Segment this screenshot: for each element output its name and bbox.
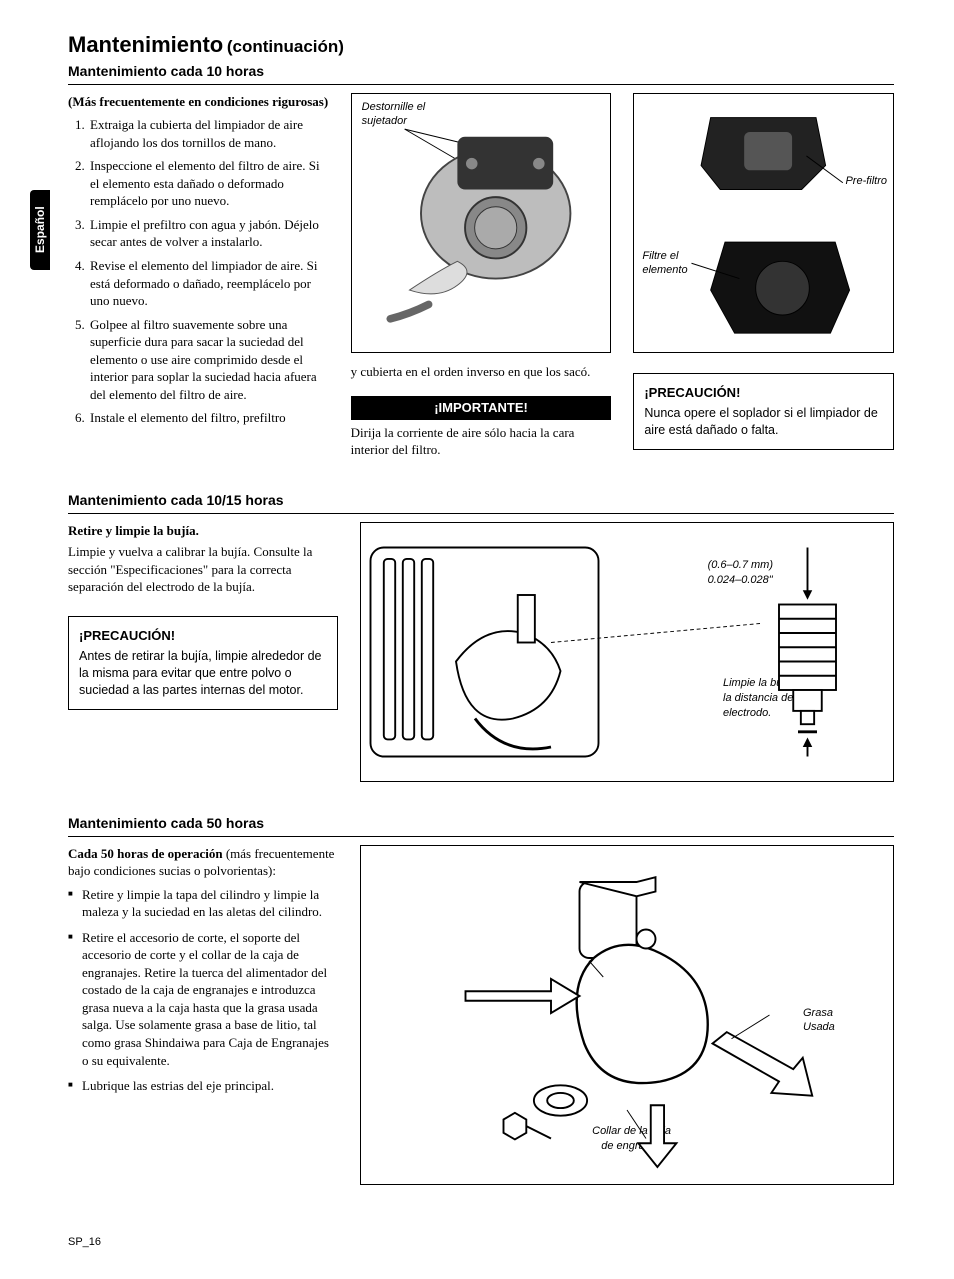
- step-1: Extraiga la cubierta del limpiador de ai…: [88, 116, 329, 151]
- blower-illustration: [352, 94, 611, 352]
- figure-sparkplug: (0.6–0.7 mm) 0.024–0.028" Limpie la bují…: [360, 522, 894, 782]
- col-50h-text: Cada 50 horas de operación (más frecuent…: [68, 845, 338, 1185]
- col-fig-filter: Pre-filtro Filtre el elemento ¡PRECAUCIÓ…: [633, 93, 894, 459]
- language-tab: Español: [30, 190, 50, 270]
- post-fig-text: y cubierta en el orden inverso en que lo…: [351, 363, 612, 381]
- col-spark-fig: (0.6–0.7 mm) 0.024–0.028" Limpie la bují…: [360, 522, 894, 782]
- step-5: Golpee al filtro suavemente sobre una su…: [88, 316, 329, 404]
- section-10-15h: Mantenimiento cada 10/15 horas Retire y …: [68, 491, 894, 782]
- bullet-1: Retire y limpie la tapa del cilindro y l…: [68, 886, 338, 921]
- lead-50h: Cada 50 horas de operación (más frecuent…: [68, 845, 338, 880]
- important-header: ¡IMPORTANTE!: [351, 396, 612, 420]
- step-6: Instale el elemento del filtro, prefiltr…: [88, 409, 329, 427]
- page-content: Mantenimiento (continuación) Mantenimien…: [68, 30, 894, 1249]
- col-50h-fig: Grasa Nueva Grasa Usada Collar de la caj…: [360, 845, 894, 1185]
- col-steps: (Más frecuentemente en condiciones rigur…: [68, 93, 329, 459]
- page-title: Mantenimiento (continuación): [68, 30, 894, 60]
- bullet-2: Retire el accesorio de corte, el soporte…: [68, 929, 338, 1069]
- sparkplug-illustration: [361, 523, 893, 781]
- spark-lead: Retire y limpie la bujía.: [68, 522, 338, 540]
- step-3: Limpie el prefiltro con agua y jabón. Dé…: [88, 216, 329, 251]
- bullets-50h: Retire y limpie la tapa del cilindro y l…: [68, 886, 338, 1095]
- title-continuation: (continuación): [227, 37, 344, 56]
- steps-list: Extraiga la cubierta del limpiador de ai…: [74, 116, 329, 427]
- important-text: Dirija la corriente de aire sólo hacia l…: [351, 424, 612, 459]
- section-10h-body: (Más frecuentemente en condiciones rigur…: [68, 93, 894, 459]
- col-spark-text: Retire y limpie la bujía. Limpie y vuelv…: [68, 522, 338, 782]
- bullet-3: Lubrique las estrias del eje principal.: [68, 1077, 338, 1095]
- spark-para: Limpie y vuelva a calibrar la bujía. Con…: [68, 543, 338, 596]
- precaucion-box-1: ¡PRECAUCIÓN! Nunca opere el soplador si …: [633, 373, 894, 450]
- divider: [68, 836, 894, 837]
- section-header-50h: Mantenimiento cada 50 horas: [68, 814, 894, 833]
- divider: [68, 513, 894, 514]
- section-header-10-15h: Mantenimiento cada 10/15 horas: [68, 491, 894, 510]
- precaucion-title-2: ¡PRECAUCIÓN!: [79, 627, 327, 645]
- figure-gearcase: Grasa Nueva Grasa Usada Collar de la caj…: [360, 845, 894, 1185]
- step-4: Revise el elemento del limpiador de aire…: [88, 257, 329, 310]
- freq-note: (Más frecuentemente en condiciones rigur…: [68, 93, 329, 111]
- figure-blower: Destornille el sujetador: [351, 93, 612, 353]
- precaucion-text-1: Nunca opere el soplador si el limpiador …: [644, 405, 883, 439]
- lead-50h-bold: Cada 50 horas de operación: [68, 846, 223, 861]
- section-50h: Mantenimiento cada 50 horas Cada 50 hora…: [68, 814, 894, 1185]
- precaucion-box-2: ¡PRECAUCIÓN! Antes de retirar la bujía, …: [68, 616, 338, 710]
- title-main: Mantenimiento: [68, 32, 223, 57]
- gearcase-illustration: [361, 846, 893, 1184]
- divider: [68, 84, 894, 85]
- section-header-10h: Mantenimiento cada 10 horas: [68, 62, 894, 81]
- precaucion-text-2: Antes de retirar la bujía, limpie alrede…: [79, 648, 327, 699]
- filter-illustration: [634, 94, 893, 352]
- step-2: Inspeccione el elemento del filtro de ai…: [88, 157, 329, 210]
- page-number: SP_16: [68, 1235, 894, 1250]
- precaucion-title-1: ¡PRECAUCIÓN!: [644, 384, 883, 402]
- figure-filter: Pre-filtro Filtre el elemento: [633, 93, 894, 353]
- col-fig-blower: Destornille el sujetador y cubierta en e…: [351, 93, 612, 459]
